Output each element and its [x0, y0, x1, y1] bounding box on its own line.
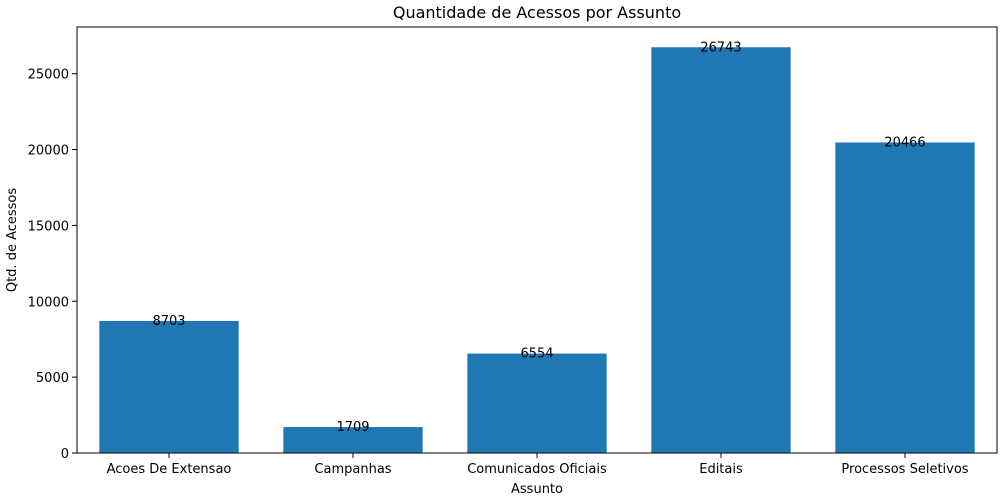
- y-tick-label: 10000: [28, 295, 69, 310]
- bar-value-label: 6554: [520, 347, 553, 362]
- bar-comunicados-oficiais: [467, 353, 607, 453]
- bar-value-label: 26743: [700, 40, 741, 55]
- x-axis-label: Assunto: [511, 482, 563, 497]
- bar-value-label: 8703: [152, 314, 185, 329]
- y-tick-label: 5000: [36, 371, 69, 386]
- x-tick-label: Editais: [699, 462, 743, 477]
- x-tick-label: Acoes De Extensao: [107, 462, 232, 477]
- plot-frame: [76, 26, 998, 454]
- bar-processos-seletivos: [835, 142, 975, 453]
- chart-title: Quantidade de Acessos por Assunto: [393, 3, 681, 22]
- x-tick-label: Campanhas: [314, 462, 391, 477]
- bar-value-label: 20466: [884, 135, 925, 150]
- y-tick-label: 15000: [28, 219, 69, 234]
- bars-group: [99, 47, 975, 454]
- bar-value-label: 1709: [336, 420, 369, 435]
- x-tick-label: Comunicados Oficiais: [467, 462, 607, 477]
- bar-editais: [651, 47, 791, 454]
- y-tick-label: 25000: [28, 68, 69, 83]
- y-tick-label: 20000: [28, 144, 69, 159]
- y-axis: 0 5000 10000 15000 20000 25000: [28, 68, 77, 462]
- x-axis: Acoes De Extensao Campanhas Comunicados Of…: [107, 453, 969, 477]
- bar-acoes-de-extensao: [99, 320, 239, 453]
- bar-labels-group: 8703 1709 6554 26743 20466: [152, 40, 925, 435]
- x-tick-label: Processos Seletivos: [841, 462, 968, 477]
- y-axis-label: Qtd. de Acessos: [5, 188, 20, 293]
- bar-campanhas: [283, 427, 423, 453]
- y-tick-label: 0: [61, 447, 69, 462]
